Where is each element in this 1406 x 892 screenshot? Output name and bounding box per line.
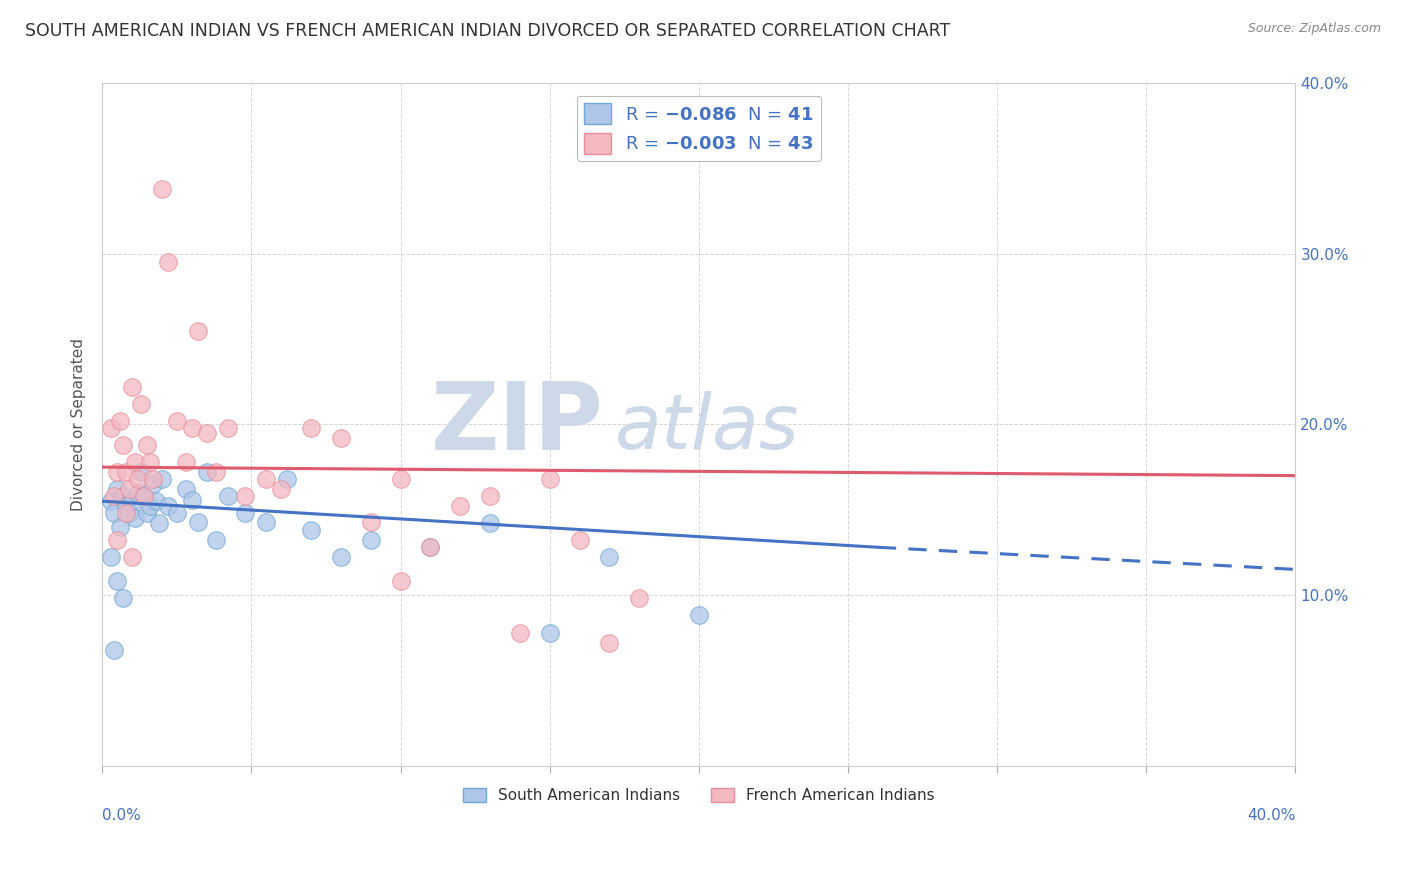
Point bbox=[568, 533, 591, 548]
Point bbox=[115, 465, 138, 479]
Point bbox=[389, 574, 412, 589]
Point bbox=[100, 421, 122, 435]
Legend: R = $\mathbf{-0.086}$  N = $\mathbf{41}$, R = $\mathbf{-0.003}$  N = $\mathbf{43: R = $\mathbf{-0.086}$ N = $\mathbf{41}$,… bbox=[576, 95, 821, 161]
Point bbox=[142, 472, 165, 486]
Point bbox=[360, 515, 382, 529]
Point bbox=[112, 591, 135, 606]
Point bbox=[132, 489, 155, 503]
Point bbox=[449, 500, 471, 514]
Point bbox=[118, 483, 141, 497]
Point bbox=[105, 574, 128, 589]
Point bbox=[156, 255, 179, 269]
Point bbox=[217, 489, 239, 503]
Point bbox=[108, 520, 131, 534]
Point bbox=[118, 506, 141, 520]
Point bbox=[598, 636, 620, 650]
Text: 0.0%: 0.0% bbox=[103, 808, 141, 823]
Point bbox=[389, 472, 412, 486]
Y-axis label: Divorced or Separated: Divorced or Separated bbox=[72, 338, 86, 511]
Point bbox=[329, 550, 352, 565]
Point bbox=[360, 533, 382, 548]
Text: 40.0%: 40.0% bbox=[1247, 808, 1295, 823]
Point bbox=[139, 455, 162, 469]
Text: ZIP: ZIP bbox=[430, 378, 603, 470]
Point bbox=[136, 506, 159, 520]
Point bbox=[538, 625, 561, 640]
Point bbox=[479, 489, 502, 503]
Point bbox=[121, 380, 143, 394]
Point bbox=[329, 431, 352, 445]
Point bbox=[299, 421, 322, 435]
Point bbox=[105, 483, 128, 497]
Point bbox=[479, 516, 502, 531]
Point bbox=[129, 465, 152, 479]
Point bbox=[127, 485, 149, 500]
Point bbox=[180, 421, 202, 435]
Point bbox=[156, 500, 179, 514]
Point bbox=[419, 541, 441, 555]
Point bbox=[129, 397, 152, 411]
Point bbox=[124, 511, 146, 525]
Point bbox=[139, 500, 162, 514]
Point bbox=[115, 506, 138, 520]
Point bbox=[166, 506, 188, 520]
Point bbox=[276, 472, 298, 486]
Point bbox=[270, 483, 292, 497]
Point bbox=[538, 472, 561, 486]
Point bbox=[121, 550, 143, 565]
Point bbox=[174, 483, 197, 497]
Point bbox=[103, 506, 125, 520]
Point bbox=[688, 608, 710, 623]
Point bbox=[112, 438, 135, 452]
Point bbox=[115, 500, 138, 514]
Point bbox=[103, 642, 125, 657]
Text: Source: ZipAtlas.com: Source: ZipAtlas.com bbox=[1247, 22, 1381, 36]
Point bbox=[127, 472, 149, 486]
Point bbox=[105, 533, 128, 548]
Point bbox=[299, 523, 322, 537]
Point bbox=[136, 438, 159, 452]
Point bbox=[195, 465, 218, 479]
Point bbox=[598, 550, 620, 565]
Text: SOUTH AMERICAN INDIAN VS FRENCH AMERICAN INDIAN DIVORCED OR SEPARATED CORRELATIO: SOUTH AMERICAN INDIAN VS FRENCH AMERICAN… bbox=[25, 22, 950, 40]
Point bbox=[235, 506, 257, 520]
Point bbox=[132, 489, 155, 503]
Point bbox=[150, 472, 173, 486]
Text: atlas: atlas bbox=[616, 391, 800, 465]
Point bbox=[145, 494, 167, 508]
Point bbox=[509, 625, 531, 640]
Point bbox=[100, 550, 122, 565]
Point bbox=[174, 455, 197, 469]
Point bbox=[142, 477, 165, 491]
Point bbox=[105, 465, 128, 479]
Point bbox=[103, 489, 125, 503]
Point bbox=[100, 494, 122, 508]
Point bbox=[187, 324, 209, 338]
Point bbox=[187, 515, 209, 529]
Point bbox=[254, 515, 277, 529]
Point bbox=[121, 494, 143, 508]
Point bbox=[254, 472, 277, 486]
Point bbox=[180, 492, 202, 507]
Point bbox=[148, 516, 170, 531]
Point bbox=[124, 455, 146, 469]
Point bbox=[419, 541, 441, 555]
Point bbox=[204, 465, 226, 479]
Point bbox=[628, 591, 651, 606]
Point bbox=[204, 533, 226, 548]
Point bbox=[217, 421, 239, 435]
Point bbox=[150, 182, 173, 196]
Point bbox=[108, 414, 131, 428]
Point bbox=[235, 489, 257, 503]
Point bbox=[195, 425, 218, 440]
Point bbox=[166, 414, 188, 428]
Point bbox=[112, 489, 135, 503]
